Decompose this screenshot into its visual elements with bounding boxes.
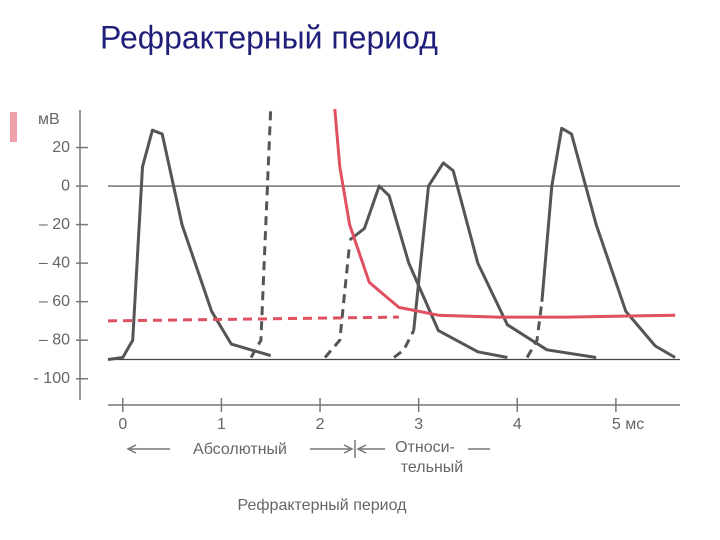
curve [348,184,508,359]
x-tick-label: 0 [118,416,127,433]
x-tick-label: 5 мс [612,416,644,433]
curve [107,128,272,361]
curve [412,161,597,359]
curve [107,315,399,323]
y-tick-label: – 60 [39,293,70,310]
y-tick-label: - 100 [34,370,71,387]
curve [323,243,352,359]
y-tick-label: 0 [61,177,70,194]
annotation: Абсолютный [193,441,287,458]
slide-bullet [10,112,17,142]
annotation: тельный [401,459,463,476]
curve [525,301,544,359]
annotation: Относи- [395,439,455,456]
y-tick-label: 20 [52,139,70,156]
y-unit: мВ [38,111,60,128]
y-tick-label: – 40 [39,254,70,271]
curve [333,108,676,319]
y-tick-label: – 20 [39,216,70,233]
y-tick-label: – 80 [39,331,70,348]
x-tick-label: 3 [414,416,423,433]
x-tick-label: 4 [513,416,522,433]
slide-title: Рефрактерный период [100,19,438,55]
arrows [126,440,490,458]
caption: Рефрактерный период [238,497,408,514]
x-tick-label: 2 [316,416,325,433]
curve [249,108,273,359]
curve [540,126,676,359]
x-tick-label: 1 [217,416,226,433]
curve [393,329,416,359]
